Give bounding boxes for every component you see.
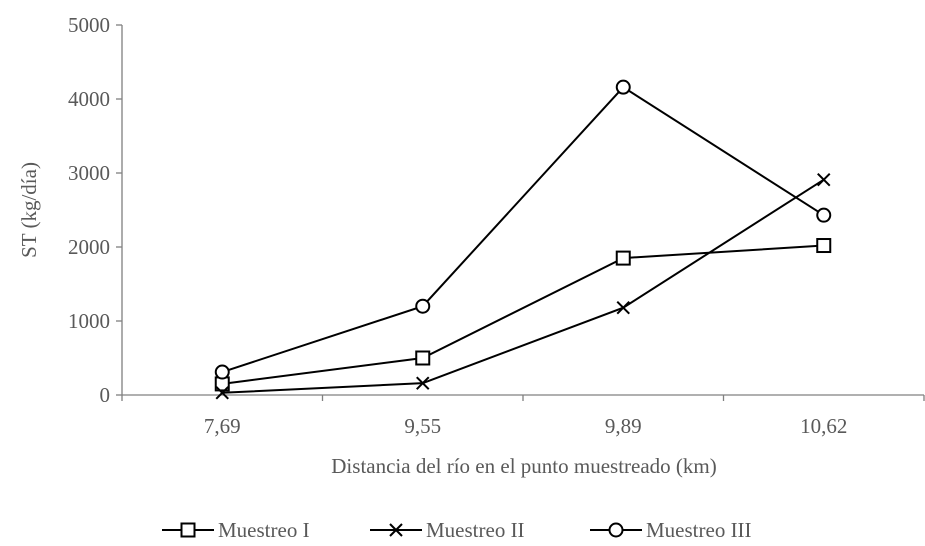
x-marker-stroke xyxy=(817,172,831,187)
series-1 xyxy=(214,238,832,392)
x-tick-label: 7,69 xyxy=(204,414,241,438)
data-point xyxy=(616,300,630,315)
x-marker-stroke xyxy=(416,376,430,390)
legend: Muestreo I Muestreo II Muestreo III xyxy=(162,518,752,542)
data-point xyxy=(214,364,230,380)
data-point xyxy=(816,238,832,254)
data-point xyxy=(615,250,631,266)
x-tick-label: 9,55 xyxy=(404,414,441,438)
legend-item-3: Muestreo III xyxy=(590,518,752,542)
x-marker-stroke xyxy=(389,523,403,537)
legend-label: Muestreo I xyxy=(218,518,310,542)
y-tick-label: 3000 xyxy=(68,161,110,185)
legend-marker xyxy=(608,522,624,538)
x-tick-label: 9,89 xyxy=(605,414,642,438)
legend-marker xyxy=(389,523,403,537)
y-axis-ticks: 0 1000 2000 3000 4000 5000 xyxy=(68,13,122,407)
data-point xyxy=(817,172,831,187)
data-point xyxy=(615,79,631,95)
x-marker-stroke xyxy=(616,300,630,315)
legend-label: Muestreo II xyxy=(426,518,525,542)
series-line-1 xyxy=(222,244,824,385)
series-2 xyxy=(215,172,831,400)
y-tick-label: 4000 xyxy=(68,87,110,111)
y-tick-label: 1000 xyxy=(68,309,110,333)
x-tick-label: 10,62 xyxy=(800,414,847,438)
data-point xyxy=(415,298,431,314)
y-axis-title: ST (kg/día) xyxy=(17,162,41,258)
legend-marker xyxy=(180,522,196,538)
series-layer xyxy=(214,79,832,400)
data-point xyxy=(215,386,229,400)
x-marker-stroke xyxy=(215,386,229,400)
x-axis-title: Distancia del río en el punto muestreado… xyxy=(331,454,716,478)
data-point xyxy=(415,350,431,366)
legend-item-1: Muestreo I xyxy=(162,518,310,542)
axes xyxy=(121,25,924,396)
y-tick-label: 2000 xyxy=(68,235,110,259)
series-line-2 xyxy=(222,178,825,394)
y-tick-label: 0 xyxy=(100,383,111,407)
data-point xyxy=(816,207,832,223)
x-axis-ticks: 7,69 9,55 9,89 10,62 xyxy=(121,395,925,438)
data-point xyxy=(416,376,430,390)
series-3 xyxy=(214,79,832,380)
y-tick-label: 5000 xyxy=(68,13,110,37)
legend-label: Muestreo III xyxy=(646,518,752,542)
legend-item-2: Muestreo II xyxy=(370,518,525,542)
series-line-3 xyxy=(221,85,825,374)
